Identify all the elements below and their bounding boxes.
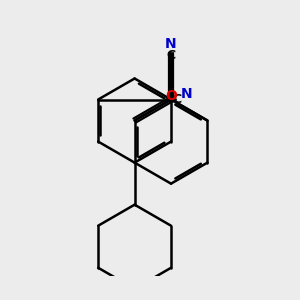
- Text: O: O: [165, 89, 177, 103]
- Text: N: N: [181, 87, 192, 101]
- Text: C: C: [167, 49, 176, 62]
- Text: N: N: [165, 37, 177, 51]
- Text: C: C: [172, 93, 181, 106]
